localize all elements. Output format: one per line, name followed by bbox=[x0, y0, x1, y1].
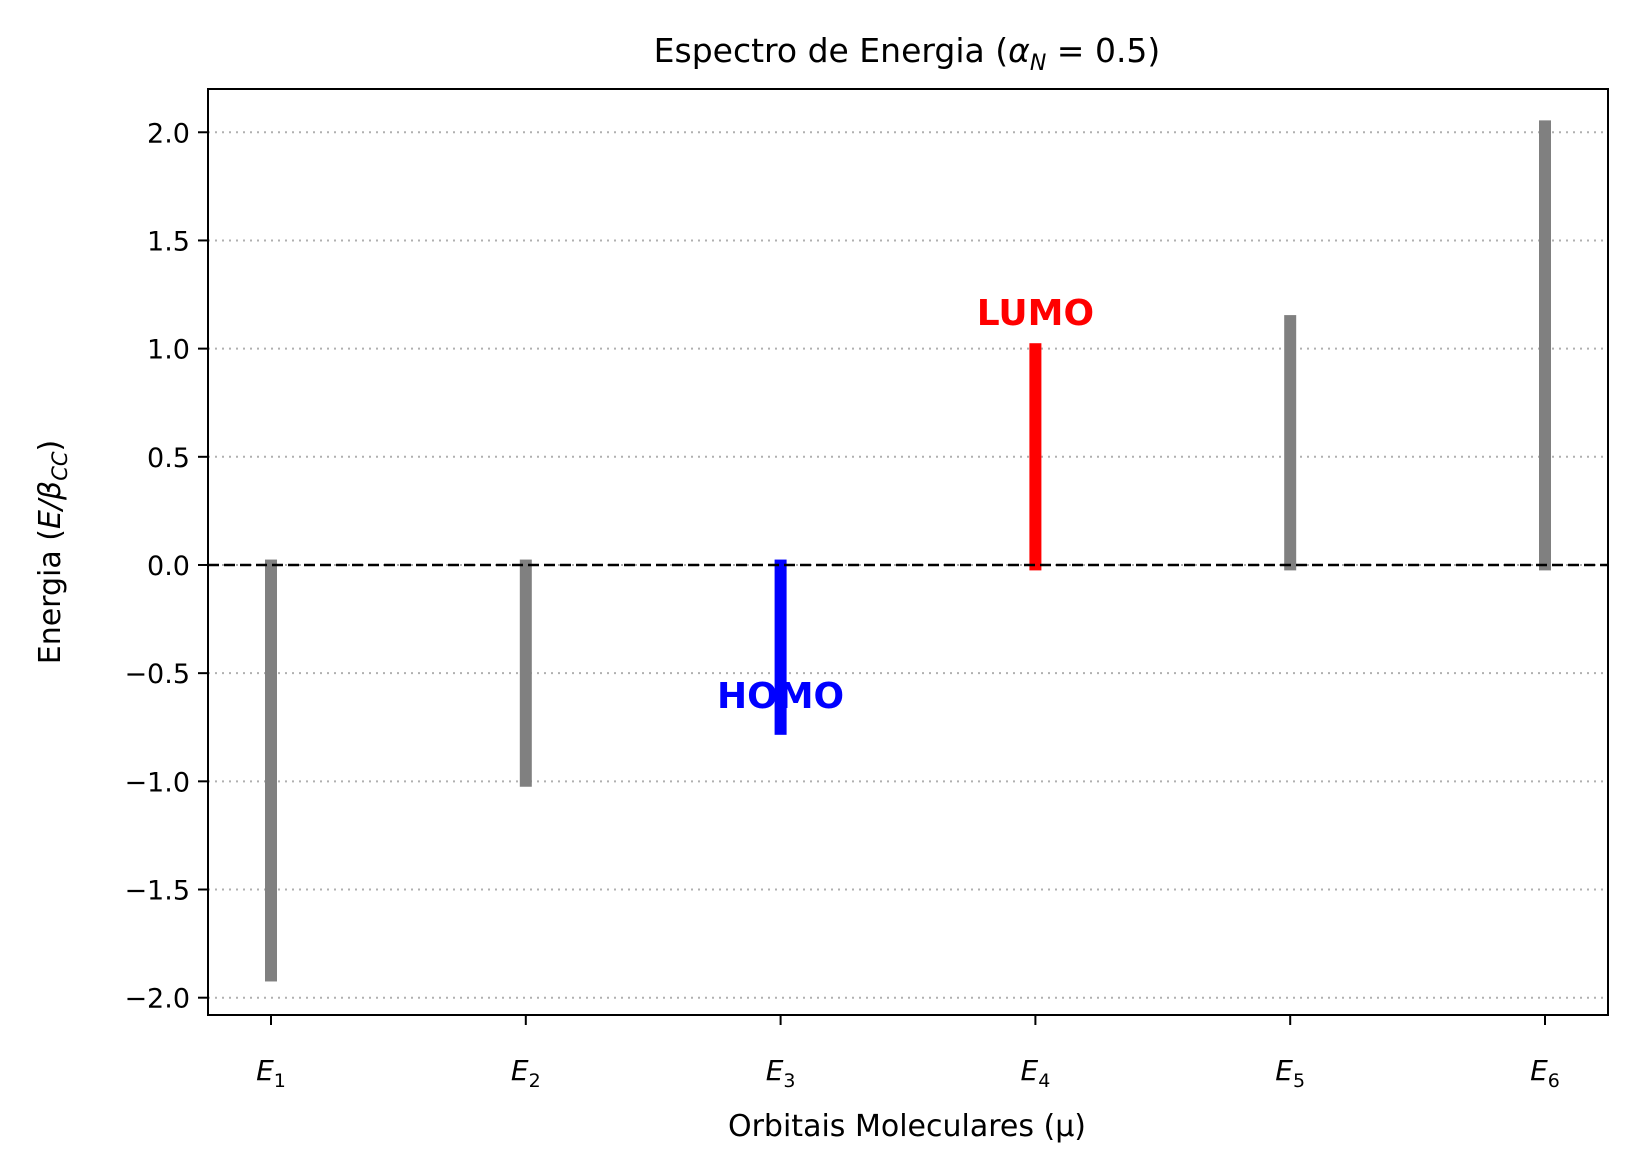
y-tick-label: −2.0 bbox=[124, 984, 190, 1015]
y-tick-label: −1.0 bbox=[124, 767, 190, 798]
plot-frame bbox=[207, 88, 1609, 1016]
x-tick-label: E1 bbox=[256, 1054, 286, 1092]
homo-label: HOMO bbox=[717, 676, 844, 717]
x-tick-label: E6 bbox=[1530, 1054, 1560, 1092]
x-tick-label: E3 bbox=[766, 1054, 796, 1092]
y-tick-label: 1.0 bbox=[147, 335, 190, 366]
y-tick-label: 2.0 bbox=[147, 118, 190, 149]
energy-bar bbox=[774, 559, 787, 735]
y-axis-label: Energia (E/βCC) bbox=[33, 440, 72, 665]
x-tick-label: E5 bbox=[1275, 1054, 1305, 1092]
chart-title: Espectro de Energia (αN = 0.5) bbox=[654, 31, 1161, 76]
energy-bar bbox=[1284, 315, 1297, 571]
x-tick-label: E4 bbox=[1021, 1054, 1051, 1092]
energy-bar bbox=[1029, 343, 1042, 571]
x-axis-label: Orbitais Moleculares (μ) bbox=[728, 1109, 1086, 1144]
bars bbox=[265, 120, 1551, 982]
y-tick-label: 1.5 bbox=[147, 226, 190, 257]
energy-bar bbox=[265, 559, 277, 982]
y-tick-label: −0.5 bbox=[124, 659, 190, 690]
y-axis: 2.0 1.5 1.0 0.5 0.0 −0.5 −1.0 −1.5 −2.0 bbox=[124, 118, 208, 1015]
grid-lines bbox=[208, 131, 1608, 999]
x-axis: E1 E2 E3 E4 E5 E6 bbox=[256, 1015, 1560, 1092]
lumo-label: LUMO bbox=[977, 293, 1094, 334]
y-tick-label: 0.5 bbox=[147, 443, 190, 474]
y-tick-label: 0.0 bbox=[147, 551, 190, 582]
energy-bar bbox=[1539, 120, 1551, 571]
annotations: HOMO LUMO bbox=[717, 293, 1094, 717]
x-tick-label: E2 bbox=[511, 1054, 541, 1092]
y-tick-label: −1.5 bbox=[124, 876, 190, 907]
energy-bar bbox=[519, 559, 532, 787]
